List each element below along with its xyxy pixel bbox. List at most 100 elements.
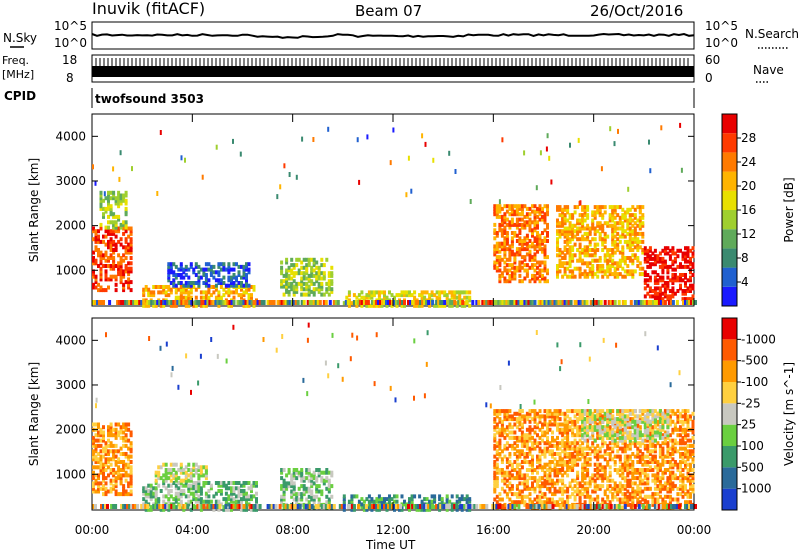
ground-scatter-cell	[218, 300, 222, 305]
data-cell	[330, 279, 334, 284]
data-cell	[142, 497, 146, 502]
speckle-cell	[454, 169, 457, 174]
data-cell	[372, 303, 376, 308]
data-cell	[689, 267, 692, 272]
data-cell	[536, 220, 539, 225]
data-cell	[194, 462, 198, 467]
data-cell	[593, 452, 597, 456]
data-cell	[571, 422, 575, 427]
data-cell	[656, 500, 660, 505]
ground-scatter-cell	[210, 300, 214, 305]
data-cell	[523, 494, 527, 499]
data-cell	[663, 454, 667, 459]
data-cell	[513, 500, 517, 505]
data-cell	[523, 486, 527, 491]
ground-scatter-cell	[280, 300, 284, 305]
data-cell	[112, 250, 116, 255]
ground-scatter-cell	[266, 300, 270, 305]
data-cell	[641, 470, 645, 475]
data-cell	[658, 443, 662, 448]
data-cell	[533, 478, 537, 483]
ground-scatter-cell	[166, 300, 170, 305]
data-cell	[184, 473, 188, 478]
data-cell	[601, 237, 605, 242]
data-cell	[648, 275, 652, 280]
data-cell	[568, 213, 572, 218]
ground-scatter-cell	[694, 300, 697, 305]
data-cell	[230, 489, 233, 493]
data-cell	[603, 465, 607, 470]
data-cell	[531, 465, 534, 470]
data-cell	[104, 272, 108, 277]
data-cell	[546, 409, 549, 414]
data-cell	[410, 494, 414, 499]
data-cell	[663, 468, 667, 472]
data-cell	[187, 468, 191, 472]
data-cell	[104, 253, 108, 258]
speckle-cell	[600, 166, 603, 172]
data-cell	[553, 481, 557, 486]
data-cell	[603, 492, 607, 497]
data-cell	[601, 226, 605, 231]
data-cell	[563, 454, 567, 459]
data-cell	[508, 414, 512, 419]
ground-scatter-cell	[310, 300, 314, 305]
data-cell	[648, 465, 652, 470]
data-cell	[598, 473, 602, 478]
data-cell	[114, 274, 118, 279]
data-cell	[578, 449, 582, 454]
data-cell	[613, 261, 617, 266]
data-cell	[646, 425, 650, 430]
data-cell	[581, 213, 585, 218]
speckle-cell	[180, 155, 183, 161]
data-cell	[493, 454, 497, 459]
data-cell	[546, 449, 549, 454]
colorbar-swatch	[722, 152, 737, 172]
data-cell	[523, 441, 527, 446]
data-cell	[122, 193, 126, 198]
data-cell	[468, 497, 472, 502]
data-cell	[523, 502, 527, 507]
data-cell	[638, 245, 642, 250]
data-cell	[520, 476, 524, 481]
data-cell	[508, 247, 512, 252]
data-cell	[154, 481, 158, 485]
data-cell	[608, 205, 612, 210]
data-cell	[500, 217, 504, 222]
data-cell	[646, 259, 650, 264]
data-cell	[551, 417, 554, 422]
ground-scatter-cell	[603, 300, 607, 305]
data-cell	[646, 438, 650, 443]
data-cell	[388, 290, 391, 295]
data-cell	[663, 264, 667, 269]
data-cell	[124, 427, 128, 432]
data-cell	[578, 256, 582, 260]
data-cell	[593, 419, 597, 424]
data-cell	[543, 279, 547, 284]
data-cell	[651, 419, 655, 424]
data-cell	[566, 248, 570, 252]
data-cell	[518, 468, 522, 472]
data-cell	[217, 489, 221, 493]
data-cell	[653, 500, 657, 505]
data-cell	[636, 231, 640, 236]
data-cell	[297, 497, 301, 502]
data-cell	[438, 303, 442, 308]
data-cell	[282, 492, 286, 497]
data-cell	[503, 476, 507, 481]
data-cell	[636, 476, 640, 481]
data-cell	[571, 226, 575, 231]
data-cell	[222, 481, 226, 485]
data-cell	[282, 468, 286, 472]
data-cell	[202, 273, 206, 277]
data-cell	[222, 267, 226, 272]
ground-scatter-cell	[471, 300, 475, 305]
data-cell	[531, 257, 534, 262]
data-cell	[240, 283, 243, 288]
data-cell	[573, 242, 577, 247]
data-cell	[127, 481, 131, 486]
data-cell	[197, 473, 201, 478]
data-cell	[558, 250, 562, 255]
data-cell	[505, 465, 509, 470]
data-cell	[493, 228, 497, 233]
